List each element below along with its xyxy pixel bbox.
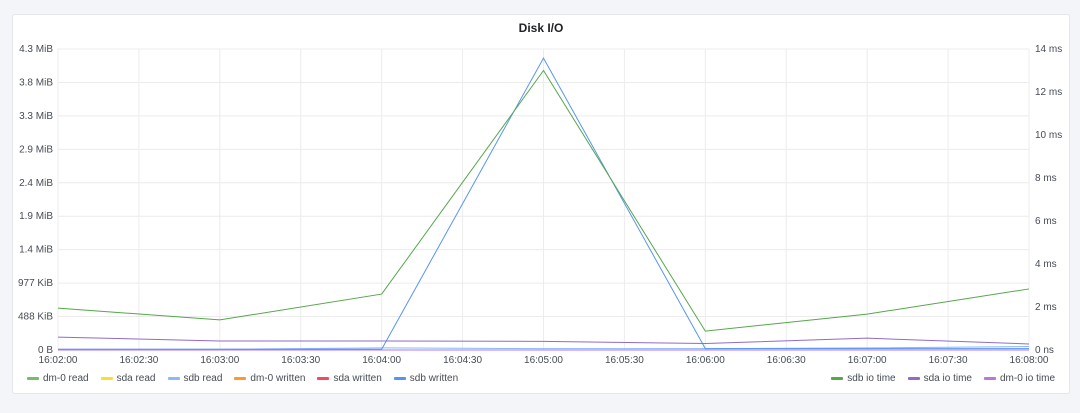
y-left-tick-label: 3.8 MiB bbox=[19, 77, 53, 88]
x-tick-label: 16:04:00 bbox=[362, 355, 401, 366]
x-tick-label: 16:06:00 bbox=[686, 355, 725, 366]
legend-item[interactable]: dm-0 io time bbox=[983, 373, 1055, 384]
y-right-tick-label: 2 ms bbox=[1035, 302, 1057, 313]
legend-swatch bbox=[831, 377, 844, 380]
legend-swatch bbox=[167, 377, 180, 380]
legend-label: sdb io time bbox=[847, 373, 896, 384]
legend-swatch bbox=[983, 377, 996, 380]
legend-label: sdb written bbox=[409, 373, 459, 384]
y-left-tick-label: 977 KiB bbox=[18, 278, 53, 289]
chart-panel: Disk I/O 16:02:00 16:02:30 16:03:00 16:03:3… bbox=[12, 14, 1070, 394]
x-tick-label: 16:06:30 bbox=[767, 355, 806, 366]
y-right-tick-label: 6 ms bbox=[1035, 216, 1057, 227]
x-tick-label: 16:05:00 bbox=[524, 355, 563, 366]
x-tick-label: 16:08:00 bbox=[1010, 355, 1049, 366]
y-right-tick-label: 4 ms bbox=[1035, 259, 1057, 270]
y-left-tick-label: 4.3 MiB bbox=[19, 44, 53, 55]
legend-label: dm-0 io time bbox=[999, 373, 1055, 384]
legend-item[interactable]: sdb written bbox=[393, 373, 459, 384]
legend-left: dm-0 read sda read sdb read dm-0 written sda… bbox=[27, 373, 458, 384]
y-left-tick-label: 0 B bbox=[38, 345, 53, 356]
chart-plot: 16:02:00 16:02:30 16:03:00 16:03:30 16:04:00… bbox=[18, 44, 1062, 366]
x-tick-label: 16:04:30 bbox=[443, 355, 482, 366]
y-left-tick-label: 1.4 MiB bbox=[19, 245, 53, 256]
y-right-tick-label: 8 ms bbox=[1035, 173, 1057, 184]
legend-label: sda written bbox=[333, 373, 382, 384]
chart-title: Disk I/O bbox=[518, 21, 564, 35]
legend-item[interactable]: dm-0 written bbox=[234, 373, 305, 384]
x-tick-label: 16:03:00 bbox=[200, 355, 239, 366]
series-line-sdb-written bbox=[58, 57, 1029, 350]
y-right-tick-label: 10 ms bbox=[1035, 130, 1062, 141]
legend-item[interactable]: sda read bbox=[100, 373, 156, 384]
legend-swatch bbox=[100, 377, 113, 380]
legend-swatch bbox=[393, 377, 406, 380]
legend-label: sda io time bbox=[923, 373, 972, 384]
legend-swatch bbox=[317, 377, 330, 380]
y-right-tick-label: 14 ms bbox=[1035, 44, 1062, 55]
legend-swatch bbox=[27, 377, 39, 380]
y-left-tick-label: 488 KiB bbox=[18, 312, 53, 323]
x-tick-label: 16:07:00 bbox=[848, 355, 887, 366]
y-right-tick-label: 0 ns bbox=[1035, 345, 1054, 356]
y-left-tick-label: 3.3 MiB bbox=[19, 111, 53, 122]
x-tick-label: 16:02:30 bbox=[119, 355, 158, 366]
y-right-tick-label: 12 ms bbox=[1035, 87, 1062, 98]
legend-label: sdb read bbox=[183, 373, 223, 384]
legend-swatch bbox=[234, 377, 247, 380]
legend-label: sda read bbox=[116, 373, 156, 384]
legend-swatch bbox=[907, 377, 920, 380]
x-tick-label: 16:02:00 bbox=[39, 355, 78, 366]
y-left-tick-label: 2.9 MiB bbox=[19, 144, 53, 155]
legend-item[interactable]: sdb io time bbox=[831, 373, 896, 384]
legend-label: dm-0 read bbox=[43, 373, 89, 384]
x-tick-label: 16:05:30 bbox=[605, 355, 644, 366]
y-left-tick-label: 1.9 MiB bbox=[19, 211, 53, 222]
legend-right: sdb io time sda io time dm-0 io time bbox=[831, 373, 1055, 384]
legend-label: dm-0 written bbox=[250, 373, 306, 384]
y-left-tick-label: 2.4 MiB bbox=[19, 178, 53, 189]
legend-item[interactable]: dm-0 read bbox=[27, 373, 89, 384]
series-line-sda-io-time bbox=[57, 336, 1030, 345]
series-line-sdb-io-time bbox=[57, 69, 1030, 332]
x-tick-label: 16:03:30 bbox=[281, 355, 320, 366]
legend-item[interactable]: sdb read bbox=[167, 373, 223, 384]
legend-item[interactable]: sda io time bbox=[907, 373, 972, 384]
legend-item[interactable]: sda written bbox=[317, 373, 382, 384]
x-tick-label: 16:07:30 bbox=[929, 355, 968, 366]
